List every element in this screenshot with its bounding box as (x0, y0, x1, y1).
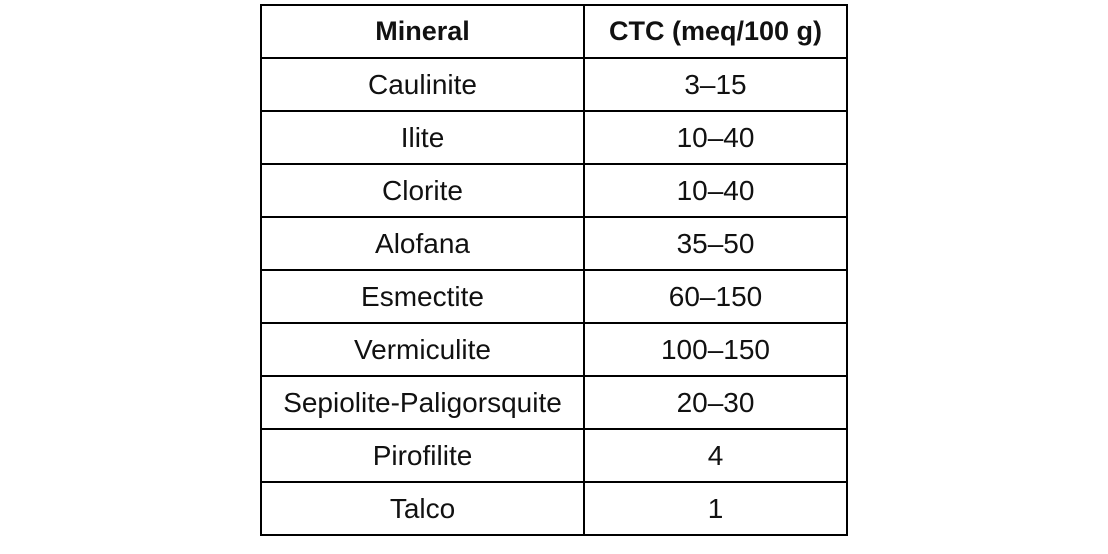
mineral-cell: Sepiolite-Paligorsquite (260, 375, 585, 430)
mineral-cell: Talco (260, 481, 585, 536)
cec-cell: 10–40 (583, 163, 848, 218)
cec-cell: 60–150 (583, 269, 848, 324)
mineral-cell: Pirofilite (260, 428, 585, 483)
table-row: Esmectite 60–150 (260, 269, 848, 324)
cec-cell: 1 (583, 481, 848, 536)
mineral-cell: Clorite (260, 163, 585, 218)
cec-cell: 100–150 (583, 322, 848, 377)
header-cell: Mineral (260, 4, 585, 59)
table-row: Ilite 10–40 (260, 110, 848, 165)
header-cell: CTC (meq/100 g) (583, 4, 848, 59)
table-row: Pirofilite 4 (260, 428, 848, 483)
table-row: Talco 1 (260, 481, 848, 536)
cec-cell: 35–50 (583, 216, 848, 271)
cec-cell: 20–30 (583, 375, 848, 430)
table-header: Mineral CTC (meq/100 g) (260, 4, 848, 59)
table-body: Caulinite 3–15 Ilite 10–40 Clorite 10–40 Alofa… (260, 57, 848, 536)
header-row: Mineral CTC (meq/100 g) (260, 4, 848, 59)
mineral-cell: Caulinite (260, 57, 585, 112)
cec-cell: 4 (583, 428, 848, 483)
table-row: Alofana 35–50 (260, 216, 848, 271)
table-row: Vermiculite 100–150 (260, 322, 848, 377)
table-row: Caulinite 3–15 (260, 57, 848, 112)
cec-table: Mineral CTC (meq/100 g) Caulinite 3–15 Ili… (260, 4, 848, 536)
cec-cell: 3–15 (583, 57, 848, 112)
mineral-cell: Alofana (260, 216, 585, 271)
table-row: Clorite 10–40 (260, 163, 848, 218)
cec-cell: 10–40 (583, 110, 848, 165)
table-row: Sepiolite-Paligorsquite 20–30 (260, 375, 848, 430)
mineral-cell: Vermiculite (260, 322, 585, 377)
mineral-cell: Esmectite (260, 269, 585, 324)
mineral-cell: Ilite (260, 110, 585, 165)
